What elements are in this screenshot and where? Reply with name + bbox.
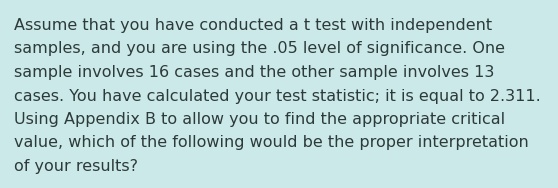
Text: Using Appendix B to allow you to find the appropriate critical: Using Appendix B to allow you to find th… [14, 112, 505, 127]
Text: value, which of the following would be the proper interpretation: value, which of the following would be t… [14, 136, 529, 151]
Text: samples, and you are using the .05 level of significance. One: samples, and you are using the .05 level… [14, 42, 505, 57]
Text: sample involves 16 cases and the other sample involves 13: sample involves 16 cases and the other s… [14, 65, 494, 80]
Text: cases. You have calculated your test statistic; it is equal to 2.311.: cases. You have calculated your test sta… [14, 89, 541, 104]
Text: of your results?: of your results? [14, 159, 138, 174]
Text: Assume that you have conducted a t test with independent: Assume that you have conducted a t test … [14, 18, 492, 33]
